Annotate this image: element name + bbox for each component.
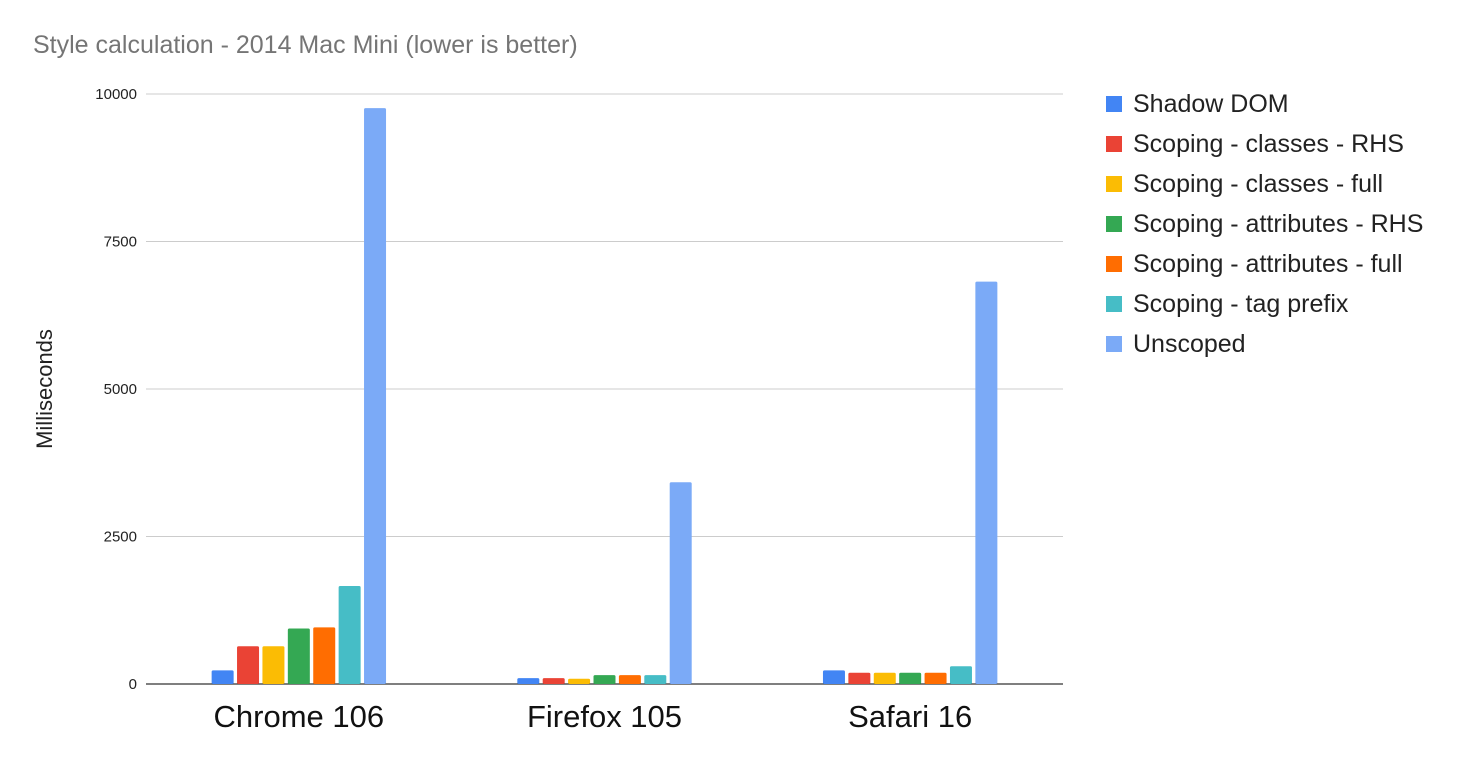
chart-title: Style calculation - 2014 Mac Mini (lower… xyxy=(33,31,578,59)
legend-label: Scoping - attributes - RHS xyxy=(1133,209,1424,238)
bar xyxy=(568,678,591,684)
legend-swatch xyxy=(1106,176,1122,192)
legend-swatch xyxy=(1106,296,1122,312)
legend-label: Scoping - tag prefix xyxy=(1133,289,1349,318)
y-tick-label: 7500 xyxy=(104,234,137,251)
bar xyxy=(848,672,871,684)
legend-label: Scoping - attributes - full xyxy=(1133,249,1403,278)
legend-item: Scoping - attributes - full xyxy=(1106,244,1423,284)
legend-label: Shadow DOM xyxy=(1133,89,1289,118)
legend-label: Unscoped xyxy=(1133,329,1246,358)
x-tick-label: Chrome 106 xyxy=(214,699,385,734)
bar xyxy=(517,678,540,684)
bar xyxy=(644,675,667,684)
bar xyxy=(899,672,922,684)
bar xyxy=(237,646,260,684)
y-tick-label: 0 xyxy=(129,676,137,693)
legend-swatch xyxy=(1106,216,1122,232)
y-tick-label: 10000 xyxy=(95,86,137,103)
bar xyxy=(873,672,896,684)
bar xyxy=(618,675,641,684)
bar xyxy=(338,586,361,684)
legend-swatch xyxy=(1106,256,1122,272)
x-tick-label: Safari 16 xyxy=(848,699,972,734)
bar xyxy=(924,672,947,684)
y-axis-label: Milliseconds xyxy=(32,329,57,449)
legend-item: Shadow DOM xyxy=(1106,84,1423,124)
legend-item: Scoping - attributes - RHS xyxy=(1106,204,1423,244)
legend-item: Scoping - classes - full xyxy=(1106,164,1423,204)
bar xyxy=(669,482,692,684)
legend-swatch xyxy=(1106,336,1122,352)
bar xyxy=(262,646,285,684)
legend-label: Scoping - classes - full xyxy=(1133,169,1384,198)
bar xyxy=(822,670,845,684)
legend: Shadow DOM Scoping - classes - RHS Scoping… xyxy=(1106,84,1423,364)
legend-item: Unscoped xyxy=(1106,324,1423,364)
legend-item: Scoping - classes - RHS xyxy=(1106,124,1423,164)
y-tick-label: 5000 xyxy=(104,381,137,398)
legend-swatch xyxy=(1106,136,1122,152)
legend-label: Scoping - classes - RHS xyxy=(1133,129,1404,158)
legend-item: Scoping - tag prefix xyxy=(1106,284,1423,324)
bar xyxy=(287,628,310,684)
legend-swatch xyxy=(1106,96,1122,112)
bar xyxy=(364,108,387,684)
x-tick-label: Firefox 105 xyxy=(527,699,682,734)
bar xyxy=(975,281,998,684)
bar xyxy=(542,678,565,684)
bar xyxy=(211,670,234,684)
bar xyxy=(313,627,336,684)
bar xyxy=(949,666,972,684)
bar xyxy=(593,675,616,684)
y-tick-label: 2500 xyxy=(104,529,137,546)
